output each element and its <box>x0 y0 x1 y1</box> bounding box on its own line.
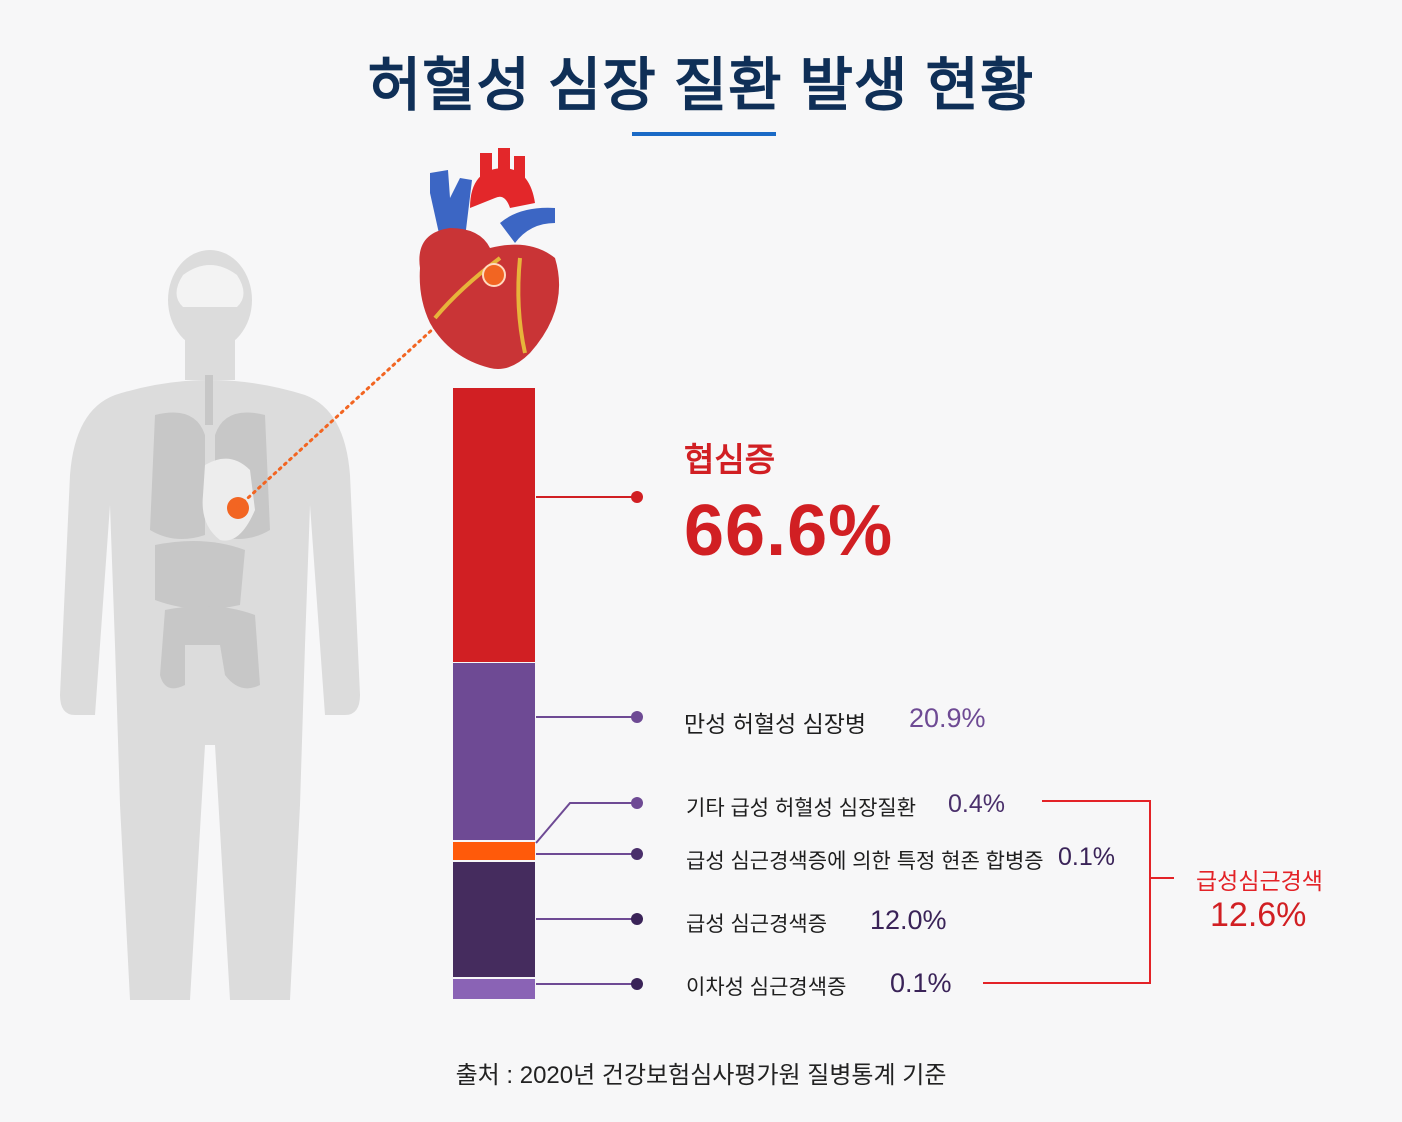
chronic-value: 20.9% <box>909 703 986 733</box>
bar-segment-acute-mi <box>453 862 535 977</box>
leader-dot-acute-mi <box>631 913 643 925</box>
group-bracket <box>983 800 1174 984</box>
human-body-silhouette-icon <box>60 250 360 1000</box>
bar-segment-secondary-mi <box>453 979 535 999</box>
other-acute-label: 기타 급성 허혈성 심장질환 <box>686 797 917 820</box>
leader-line-other-acute <box>535 802 638 844</box>
bar-segment-other-acute <box>453 842 535 860</box>
group-label: 급성심근경색 <box>1196 868 1323 894</box>
leader-dot-angina <box>631 491 643 503</box>
leader-line-complication <box>536 853 636 855</box>
angina-label: 협심증 <box>684 441 776 478</box>
other-acute-value: 0.4% <box>948 790 1005 818</box>
group-value: 12.6% <box>1210 896 1307 934</box>
leader-dot-complication <box>631 848 643 860</box>
acute-mi-value: 12.0% <box>870 905 947 935</box>
angina-value: 66.6% <box>684 491 894 571</box>
acute-mi-label: 급성 심근경색증 <box>686 913 828 936</box>
leader-line-acute-mi <box>536 918 636 920</box>
leader-line-angina <box>536 496 636 498</box>
leader-dot-other-acute <box>631 797 643 809</box>
page-title: 허혈성 심장 질환 발생 현황 <box>367 53 1035 118</box>
complication-label: 급성 심근경색증에 의한 특정 현존 합병증 <box>686 850 1044 873</box>
title-underline <box>632 132 776 136</box>
leader-dot-secondary-mi <box>631 978 643 990</box>
bar-segment-angina <box>453 388 535 662</box>
chronic-label: 만성 허혈성 심장병 <box>684 711 867 737</box>
leader-line-secondary-mi <box>536 983 636 985</box>
anatomical-heart-icon <box>419 148 560 369</box>
complication-value: 0.1% <box>1058 843 1115 871</box>
leader-dot-chronic <box>631 711 643 723</box>
bar-segment-chronic <box>453 663 535 840</box>
leader-line-chronic <box>536 716 636 718</box>
secondary-mi-label: 이차성 심근경색증 <box>686 976 847 999</box>
secondary-mi-value: 0.1% <box>890 968 952 998</box>
source-caption: 출처 : 2020년 건강보험심사평가원 질병통계 기준 <box>455 1062 947 1089</box>
